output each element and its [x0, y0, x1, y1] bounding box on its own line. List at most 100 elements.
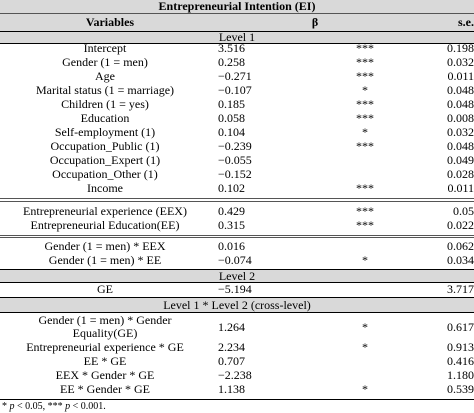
variable-name-line-2: Equality(GE)	[72, 326, 138, 340]
band-level-1: Level 1	[0, 31, 474, 43]
significance: *	[362, 125, 368, 139]
rule	[0, 297, 474, 298]
beta-value: 0.058	[218, 111, 245, 125]
header-se: s.e.	[430, 14, 474, 31]
se-value: 0.032	[447, 125, 474, 139]
band-level-2: Level 2	[0, 270, 474, 282]
se-value: 0.539	[447, 382, 474, 396]
beta-value: 1.264	[218, 320, 245, 334]
beta-value: −5.194	[218, 282, 252, 296]
beta-value: −0.074	[218, 253, 252, 267]
rule	[0, 31, 474, 32]
beta-value: 0.016	[218, 239, 245, 253]
significance: *	[362, 253, 368, 267]
variable-name: EE * Gender * GE	[60, 382, 150, 396]
beta-value: 0.429	[218, 204, 245, 218]
footnote-p2: p	[65, 401, 71, 412]
beta-value: 2.234	[218, 340, 245, 354]
variable-name: Income	[87, 181, 123, 195]
se-value: 0.913	[447, 340, 474, 354]
variable-name: Gender (1 = men) * EE	[48, 253, 162, 267]
variable-name: Children (1 = yes)	[61, 97, 149, 111]
se-value: 1.180	[447, 368, 474, 382]
beta-value: 1.138	[218, 382, 245, 396]
beta-value: 0.104	[218, 125, 245, 139]
se-value: 0.032	[447, 55, 474, 69]
footnote-text-2: < 0.001.	[70, 401, 106, 412]
variable-name: Intercept	[83, 41, 127, 55]
variable-name: Occupation_Expert (1)	[49, 153, 161, 167]
se-value: 0.011	[447, 181, 474, 195]
variable-name: Gender (1 = men)	[62, 55, 148, 69]
rule	[0, 399, 474, 400]
significance: ***	[356, 139, 374, 153]
beta-value: 0.315	[218, 218, 245, 232]
variable-name: Gender (1 = men) * EEX	[44, 239, 166, 253]
variable-name: Entrepreneurial Education(EE)	[30, 218, 180, 232]
significance: ***	[356, 204, 374, 218]
variable-name: GE	[97, 282, 113, 296]
variable-name: Entrepreneurial experience * GE	[26, 340, 184, 354]
significance: *	[362, 340, 368, 354]
se-value: 3.717	[447, 282, 474, 296]
se-value: 0.048	[447, 97, 474, 111]
rule	[0, 201, 474, 202]
significance: ***	[356, 181, 374, 195]
variable-name: Age	[95, 69, 115, 83]
se-value: 0.062	[447, 239, 474, 253]
footnote: * p < 0.05, *** p < 0.001.	[2, 401, 106, 413]
variable-name: Education	[80, 111, 130, 125]
se-value: 0.034	[447, 253, 474, 267]
variable-name: EEX * Gender * GE	[55, 368, 155, 382]
significance: *	[362, 320, 368, 334]
beta-value: −0.107	[218, 83, 252, 97]
header-variables: Variables	[40, 14, 180, 31]
significance: *	[362, 382, 368, 396]
beta-value: 0.185	[218, 97, 245, 111]
rule	[0, 269, 474, 270]
se-value: 0.05	[453, 204, 474, 218]
significance: *	[362, 83, 368, 97]
table-row: Gender (1 = men) * Gender Equality(GE) 1…	[0, 314, 474, 342]
rule	[0, 43, 474, 44]
band-cross-level: Level 1 * Level 2 (cross-level)	[0, 298, 474, 312]
significance: ***	[356, 41, 374, 55]
beta-value: −0.271	[218, 69, 252, 83]
se-value: 0.028	[447, 167, 474, 181]
variable-name: Occupation_Other (1)	[52, 167, 158, 181]
footnote-text-1: < 0.05, ***	[14, 401, 66, 412]
table-title: Entrepreneurial Intention (EI)	[0, 0, 474, 13]
rule	[0, 198, 474, 199]
rule	[0, 237, 474, 238]
header-beta: β	[305, 14, 325, 31]
se-value: 0.011	[447, 69, 474, 83]
beta-value: 0.258	[218, 55, 245, 69]
significance: ***	[356, 69, 374, 83]
beta-value: 3.516	[218, 41, 245, 55]
se-value: 0.022	[447, 218, 474, 232]
variable-name: EE * GE	[83, 354, 127, 368]
se-value: 0.048	[447, 139, 474, 153]
se-value: 0.617	[447, 320, 474, 334]
footnote-lead: *	[2, 401, 7, 412]
variable-name: Occupation_Public (1)	[50, 139, 160, 153]
beta-value: 0.707	[218, 354, 245, 368]
se-value: 0.008	[447, 111, 474, 125]
significance: ***	[356, 111, 374, 125]
variable-name: Marital status (1 = marriage)	[35, 83, 175, 97]
rule	[0, 13, 474, 14]
variable-name: Entrepreneurial experience (EEX)	[23, 204, 187, 218]
se-value: 0.049	[447, 153, 474, 167]
beta-value: −0.152	[218, 167, 252, 181]
variable-name-line-1: Gender (1 = men) * Gender	[38, 313, 172, 327]
variable-name: Self-employment (1)	[54, 125, 156, 139]
footnote-p1: p	[9, 401, 15, 412]
significance: ***	[356, 97, 374, 111]
rule	[0, 312, 474, 313]
significance: ***	[356, 218, 374, 232]
se-value: 0.048	[447, 83, 474, 97]
se-value: 0.198	[447, 41, 474, 55]
rule	[0, 282, 474, 283]
beta-value: −0.239	[218, 139, 252, 153]
